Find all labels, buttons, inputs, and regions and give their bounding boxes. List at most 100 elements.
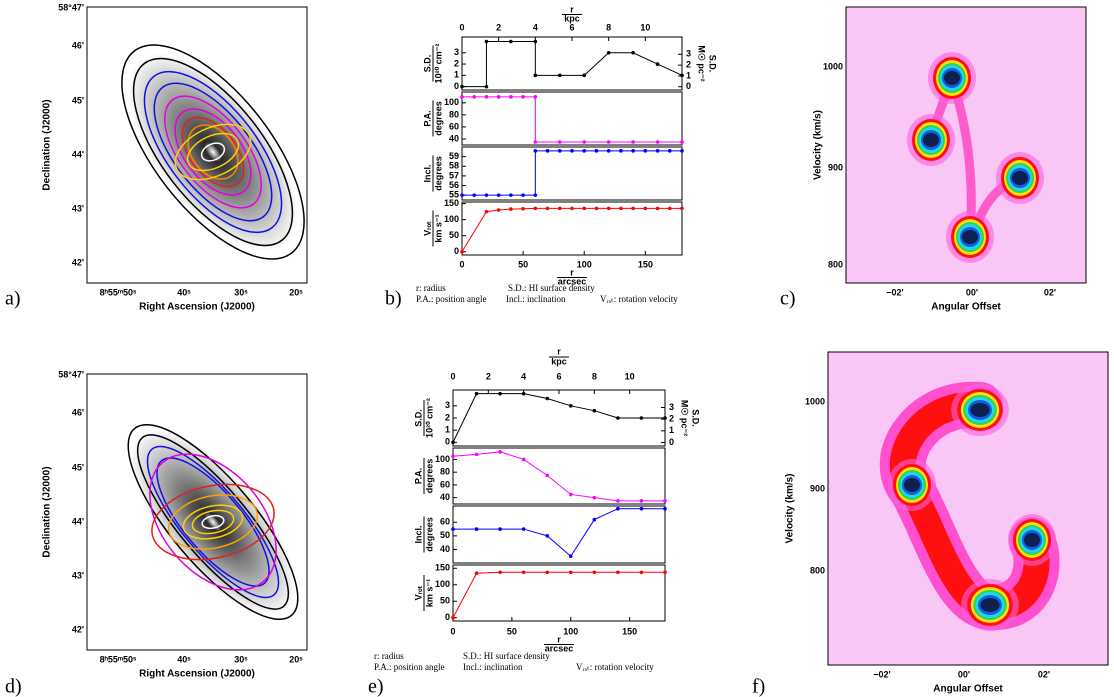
panel-label: b) xyxy=(385,288,402,310)
x-tick-label: 20ˢ xyxy=(289,287,303,297)
top-tick-label: 2 xyxy=(486,371,491,381)
x-tick-label: 02' xyxy=(1044,287,1056,297)
x-axis-label: Angular Offset xyxy=(933,684,1003,695)
plot-frame xyxy=(452,505,666,564)
data-point xyxy=(616,506,620,511)
data-point xyxy=(606,140,611,144)
plot-frame xyxy=(461,146,683,201)
x-tick-label: 30ˢ xyxy=(234,287,248,297)
top-tick-label: 0 xyxy=(459,22,464,32)
data-point xyxy=(498,570,502,575)
legend-entry: Incl.: inclination xyxy=(506,294,566,304)
data-point xyxy=(639,506,644,511)
data-point xyxy=(619,206,623,211)
data-point xyxy=(594,149,599,153)
data-point xyxy=(484,209,489,214)
panel-label: c) xyxy=(780,288,796,310)
x-tick-label: −02' xyxy=(873,669,890,679)
x-tick-label: 20ˢ xyxy=(289,654,303,664)
y-tick-label: 45' xyxy=(72,462,84,472)
x-tick-label: 150 xyxy=(638,259,653,269)
y-tick-label: 80 xyxy=(440,467,450,477)
data-point xyxy=(582,149,587,153)
y2-tick-label: 0 xyxy=(686,81,691,91)
x-tick-label: 00' xyxy=(966,287,978,297)
y-tick-label: 0 xyxy=(454,246,459,256)
y-axis-label: 10²⁰ cm⁻² xyxy=(424,398,434,438)
data-point xyxy=(616,499,620,503)
series-line xyxy=(462,96,682,143)
y-tick-label: 0 xyxy=(445,437,450,447)
data-point xyxy=(663,499,667,503)
data-point xyxy=(472,95,477,99)
y2-axis-label: S.D. xyxy=(691,409,701,427)
x-tick-label: 40ˢ xyxy=(177,287,191,297)
data-point xyxy=(509,39,513,44)
moment-map-d xyxy=(86,373,308,651)
y-tick-label: 800 xyxy=(810,565,825,575)
y-axis-label: Velocity (km/s) xyxy=(813,110,824,180)
y-axis-label: degrees xyxy=(424,517,434,552)
data-point xyxy=(451,615,455,620)
y-axis-label: Vᵣₒₜ xyxy=(413,585,423,600)
legend-entry: Incl.: inclination xyxy=(463,662,523,672)
data-point xyxy=(496,208,501,212)
legend-entry: Vᵣₒₜ: rotation velocity xyxy=(600,294,678,304)
y-tick-label: 2 xyxy=(454,58,459,68)
data-point xyxy=(521,391,526,396)
pv-diagram-c xyxy=(845,6,1087,284)
y-tick-label: 56 xyxy=(449,180,459,190)
data-point xyxy=(498,391,502,396)
y-axis-label: km s⁻¹ xyxy=(424,579,434,607)
x-tick-label: 100 xyxy=(563,626,578,636)
data-point xyxy=(521,206,525,211)
top-tick-label: 0 xyxy=(450,371,455,381)
series-line xyxy=(452,451,665,502)
data-point xyxy=(533,95,538,99)
data-point xyxy=(545,473,550,478)
y-tick-label: 44' xyxy=(72,516,84,526)
y-tick-label: 100 xyxy=(435,579,450,589)
panel-label: f) xyxy=(752,676,765,697)
y-tick-label: 2 xyxy=(445,412,450,422)
moment-map-a xyxy=(86,6,308,284)
y2-tick-label: 2 xyxy=(686,59,691,69)
x-axis-label: r xyxy=(557,634,561,644)
data-point xyxy=(557,149,562,153)
y-axis-label: km s⁻¹ xyxy=(433,214,443,242)
data-point xyxy=(484,95,489,99)
legend-entry: r: radius xyxy=(374,651,404,661)
y-axis-label: Vᵣₒₜ xyxy=(422,221,432,236)
data-point xyxy=(570,206,574,211)
data-point xyxy=(606,50,611,55)
y2-tick-label: 2 xyxy=(669,414,674,424)
x-tick-label: 30ˢ xyxy=(234,654,248,664)
data-point xyxy=(655,140,660,144)
legend-entry: Vᵣₒₜ: rotation velocity xyxy=(576,662,654,672)
panel-label: d) xyxy=(5,676,22,697)
data-point xyxy=(509,193,513,197)
top-tick-label: 8 xyxy=(606,22,611,32)
y-tick-label: 150 xyxy=(435,563,450,573)
data-point xyxy=(533,206,538,211)
data-point xyxy=(680,149,684,153)
y-tick-label: 3 xyxy=(454,47,459,57)
y-tick-label: 100 xyxy=(444,97,459,107)
top-tick-label: 4 xyxy=(521,371,526,381)
data-point xyxy=(655,149,660,153)
data-point xyxy=(639,416,644,420)
data-point xyxy=(631,50,635,55)
y-axis-label: degrees xyxy=(433,101,443,136)
data-point xyxy=(667,206,672,211)
plot-frame xyxy=(461,91,683,146)
top-tick-label: 6 xyxy=(556,371,561,381)
data-point xyxy=(533,73,538,78)
y-axis-label: Incl. xyxy=(422,164,432,182)
y2-tick-label: 1 xyxy=(686,70,691,80)
data-point xyxy=(680,73,684,78)
y-tick-label: 50 xyxy=(440,530,450,540)
data-point xyxy=(474,527,479,531)
y-tick-label: 43' xyxy=(72,203,84,213)
data-point xyxy=(496,95,501,99)
data-point xyxy=(460,193,464,197)
